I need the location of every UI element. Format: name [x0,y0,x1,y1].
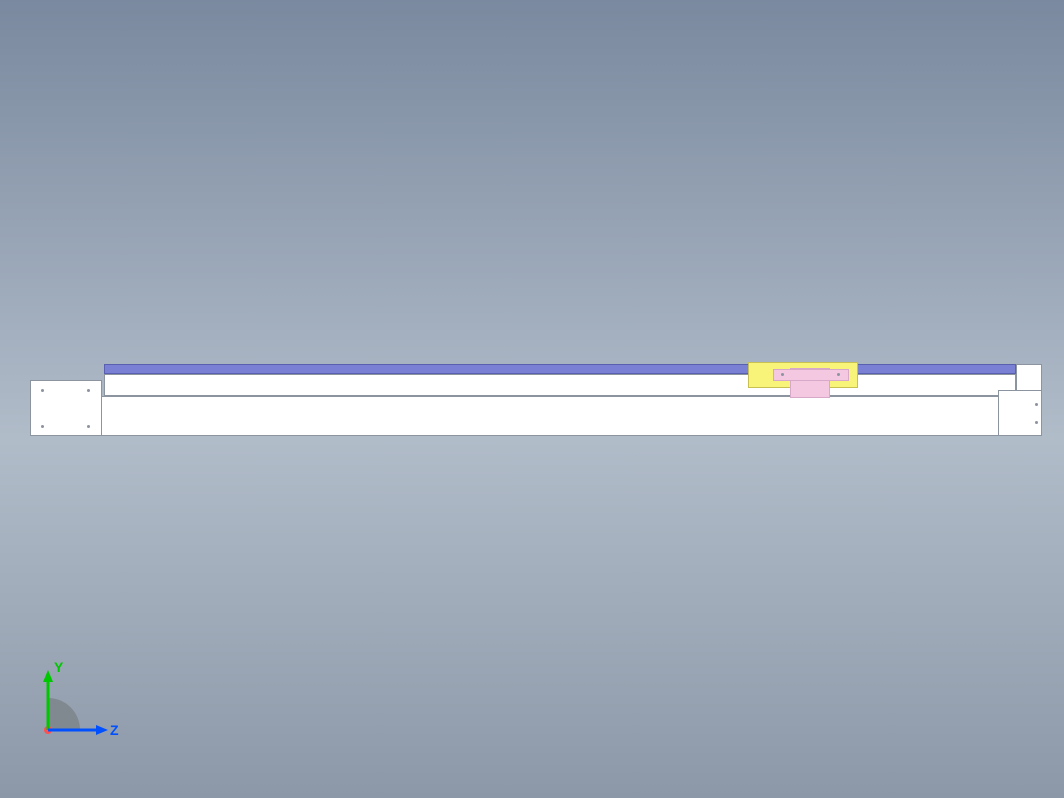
rail-gap-face[interactable] [104,374,1016,396]
top-guide-rail[interactable] [104,364,1016,374]
y-axis-arrowhead-icon [43,670,53,682]
mounting-hole [1035,403,1038,406]
mounting-hole [87,389,90,392]
base-rail[interactable] [30,396,1042,436]
mounting-hole [781,373,784,376]
mounting-hole [87,425,90,428]
left-motor-block[interactable] [30,380,102,436]
view-axis-triad[interactable]: Y Z [30,658,120,748]
right-end-block[interactable] [998,390,1042,436]
triad-quadrant-arc [48,698,80,730]
carriage-t-bracket[interactable] [790,368,830,398]
y-axis-label: Y [54,659,64,675]
mounting-hole [1035,421,1038,424]
mounting-hole [41,389,44,392]
model-geometry[interactable] [0,0,1064,798]
mounting-hole [41,425,44,428]
cad-3d-viewport[interactable]: Y Z [0,0,1064,798]
z-axis-label: Z [110,722,119,738]
z-axis-arrowhead-icon [96,725,108,735]
mounting-hole [837,373,840,376]
